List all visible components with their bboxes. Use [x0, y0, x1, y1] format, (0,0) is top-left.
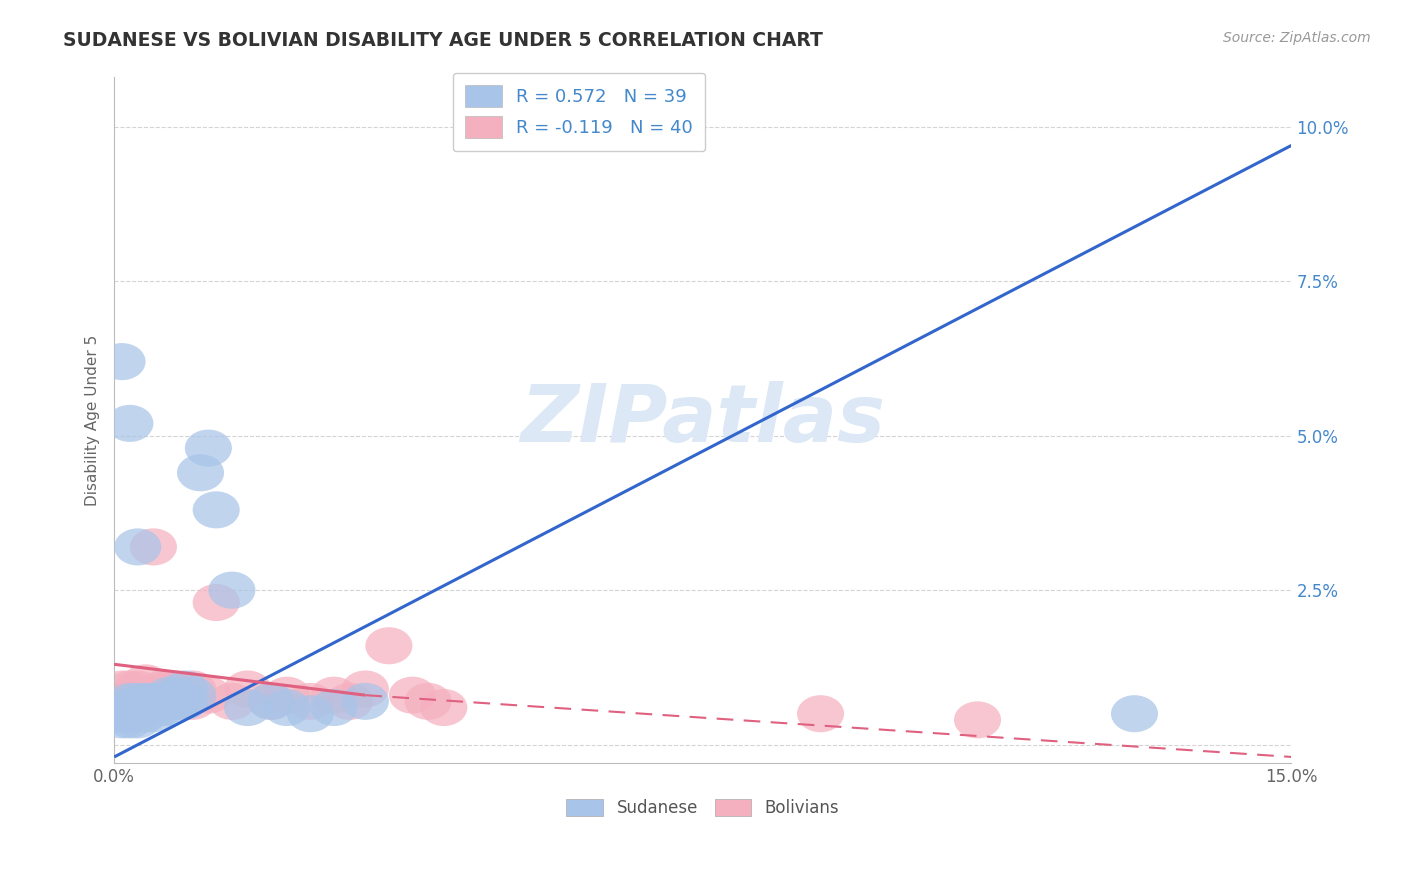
Ellipse shape: [129, 689, 177, 726]
Ellipse shape: [326, 682, 373, 720]
Ellipse shape: [405, 682, 451, 720]
Ellipse shape: [287, 682, 335, 720]
Ellipse shape: [311, 677, 357, 714]
Ellipse shape: [420, 689, 467, 726]
Ellipse shape: [98, 343, 146, 380]
Ellipse shape: [107, 682, 153, 720]
Ellipse shape: [122, 689, 169, 726]
Ellipse shape: [955, 701, 1001, 739]
Ellipse shape: [122, 682, 169, 720]
Ellipse shape: [98, 689, 146, 726]
Ellipse shape: [169, 682, 217, 720]
Ellipse shape: [114, 682, 162, 720]
Ellipse shape: [224, 689, 271, 726]
Ellipse shape: [263, 689, 311, 726]
Ellipse shape: [114, 682, 162, 720]
Ellipse shape: [146, 689, 193, 726]
Ellipse shape: [146, 677, 193, 714]
Ellipse shape: [107, 682, 153, 720]
Ellipse shape: [129, 528, 177, 566]
Ellipse shape: [122, 689, 169, 726]
Ellipse shape: [247, 682, 295, 720]
Ellipse shape: [98, 695, 146, 732]
Ellipse shape: [138, 682, 184, 720]
Ellipse shape: [114, 528, 162, 566]
Ellipse shape: [162, 682, 208, 720]
Ellipse shape: [98, 701, 146, 739]
Ellipse shape: [1111, 695, 1159, 732]
Ellipse shape: [193, 584, 240, 621]
Ellipse shape: [311, 689, 357, 726]
Ellipse shape: [107, 695, 153, 732]
Ellipse shape: [107, 701, 153, 739]
Ellipse shape: [122, 695, 169, 732]
Y-axis label: Disability Age Under 5: Disability Age Under 5: [86, 334, 100, 506]
Ellipse shape: [114, 671, 162, 707]
Ellipse shape: [263, 677, 311, 714]
Ellipse shape: [129, 682, 177, 720]
Ellipse shape: [129, 695, 177, 732]
Ellipse shape: [287, 695, 335, 732]
Ellipse shape: [146, 671, 193, 707]
Ellipse shape: [107, 671, 153, 707]
Ellipse shape: [342, 682, 389, 720]
Ellipse shape: [138, 682, 184, 720]
Ellipse shape: [122, 677, 169, 714]
Text: ZIPatlas: ZIPatlas: [520, 381, 886, 459]
Ellipse shape: [122, 665, 169, 701]
Ellipse shape: [153, 682, 201, 720]
Text: SUDANESE VS BOLIVIAN DISABILITY AGE UNDER 5 CORRELATION CHART: SUDANESE VS BOLIVIAN DISABILITY AGE UNDE…: [63, 31, 823, 50]
Ellipse shape: [98, 682, 146, 720]
Ellipse shape: [389, 677, 436, 714]
Ellipse shape: [208, 682, 256, 720]
Ellipse shape: [114, 689, 162, 726]
Ellipse shape: [146, 682, 193, 720]
Ellipse shape: [797, 695, 844, 732]
Ellipse shape: [169, 671, 217, 707]
Ellipse shape: [184, 430, 232, 467]
Ellipse shape: [153, 671, 201, 707]
Ellipse shape: [224, 671, 271, 707]
Ellipse shape: [184, 677, 232, 714]
Ellipse shape: [107, 695, 153, 732]
Ellipse shape: [107, 405, 153, 442]
Ellipse shape: [162, 671, 208, 707]
Text: Source: ZipAtlas.com: Source: ZipAtlas.com: [1223, 31, 1371, 45]
Ellipse shape: [98, 671, 146, 707]
Ellipse shape: [114, 695, 162, 732]
Ellipse shape: [153, 682, 201, 720]
Ellipse shape: [114, 701, 162, 739]
Legend: Sudanese, Bolivians: Sudanese, Bolivians: [560, 792, 846, 823]
Ellipse shape: [162, 677, 208, 714]
Ellipse shape: [208, 572, 256, 608]
Ellipse shape: [114, 695, 162, 732]
Ellipse shape: [247, 682, 295, 720]
Ellipse shape: [153, 677, 201, 714]
Ellipse shape: [138, 671, 184, 707]
Ellipse shape: [177, 454, 224, 491]
Ellipse shape: [193, 491, 240, 528]
Ellipse shape: [98, 695, 146, 732]
Ellipse shape: [138, 689, 184, 726]
Ellipse shape: [366, 627, 412, 665]
Ellipse shape: [169, 677, 217, 714]
Ellipse shape: [342, 671, 389, 707]
Ellipse shape: [129, 677, 177, 714]
Ellipse shape: [129, 689, 177, 726]
